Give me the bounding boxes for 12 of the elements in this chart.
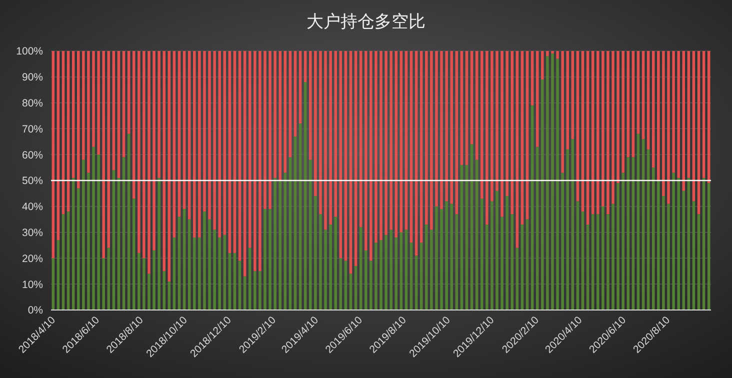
y-tick-label: 30% [22, 226, 43, 239]
y-tick-label: 60% [22, 149, 43, 162]
y-tick-label: 80% [22, 97, 43, 110]
y-tick-label: 70% [22, 123, 43, 136]
y-tick-label: 90% [22, 72, 43, 84]
y-tick-label: 50% [22, 175, 43, 188]
chart-title: 大户持仓多空比 [306, 12, 426, 32]
y-tick-label: 0% [28, 304, 43, 317]
y-tick-label: 40% [22, 201, 43, 214]
y-tick-label: 10% [22, 278, 43, 291]
y-tick-label: 100% [16, 46, 43, 58]
y-tick-label: 20% [22, 252, 43, 265]
